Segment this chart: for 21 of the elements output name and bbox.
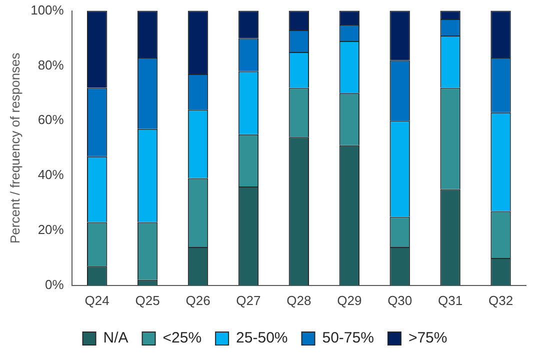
x-tick-label: Q24 [84,292,110,308]
y-tick-label: 40% [38,167,64,182]
legend-label: N/A [103,330,128,347]
x-tick-label: Q27 [236,292,261,308]
x-tick-label: Q26 [186,292,210,308]
x-tick-label: Q29 [337,292,362,308]
legend-label: 50-75% [322,330,374,347]
y-tick-label: 100% [30,2,64,18]
y-tick-label: 60% [38,112,64,128]
legend-label: 25-50% [236,330,288,347]
x-tick-label: Q25 [135,292,160,308]
x-tick-label: Q31 [438,292,463,308]
y-tick-label: 0% [45,276,64,292]
x-tick-label: Q30 [388,292,412,308]
x-tick-label: Q28 [286,292,312,308]
legend-label: <25% [162,330,202,347]
y-tick-label: 20% [38,222,64,238]
legend-label: >75% [408,330,448,347]
x-tick-label: Q32 [488,292,514,308]
y-axis-title: Percent / frequency of responses [7,52,22,244]
y-tick-label: 80% [38,57,64,72]
